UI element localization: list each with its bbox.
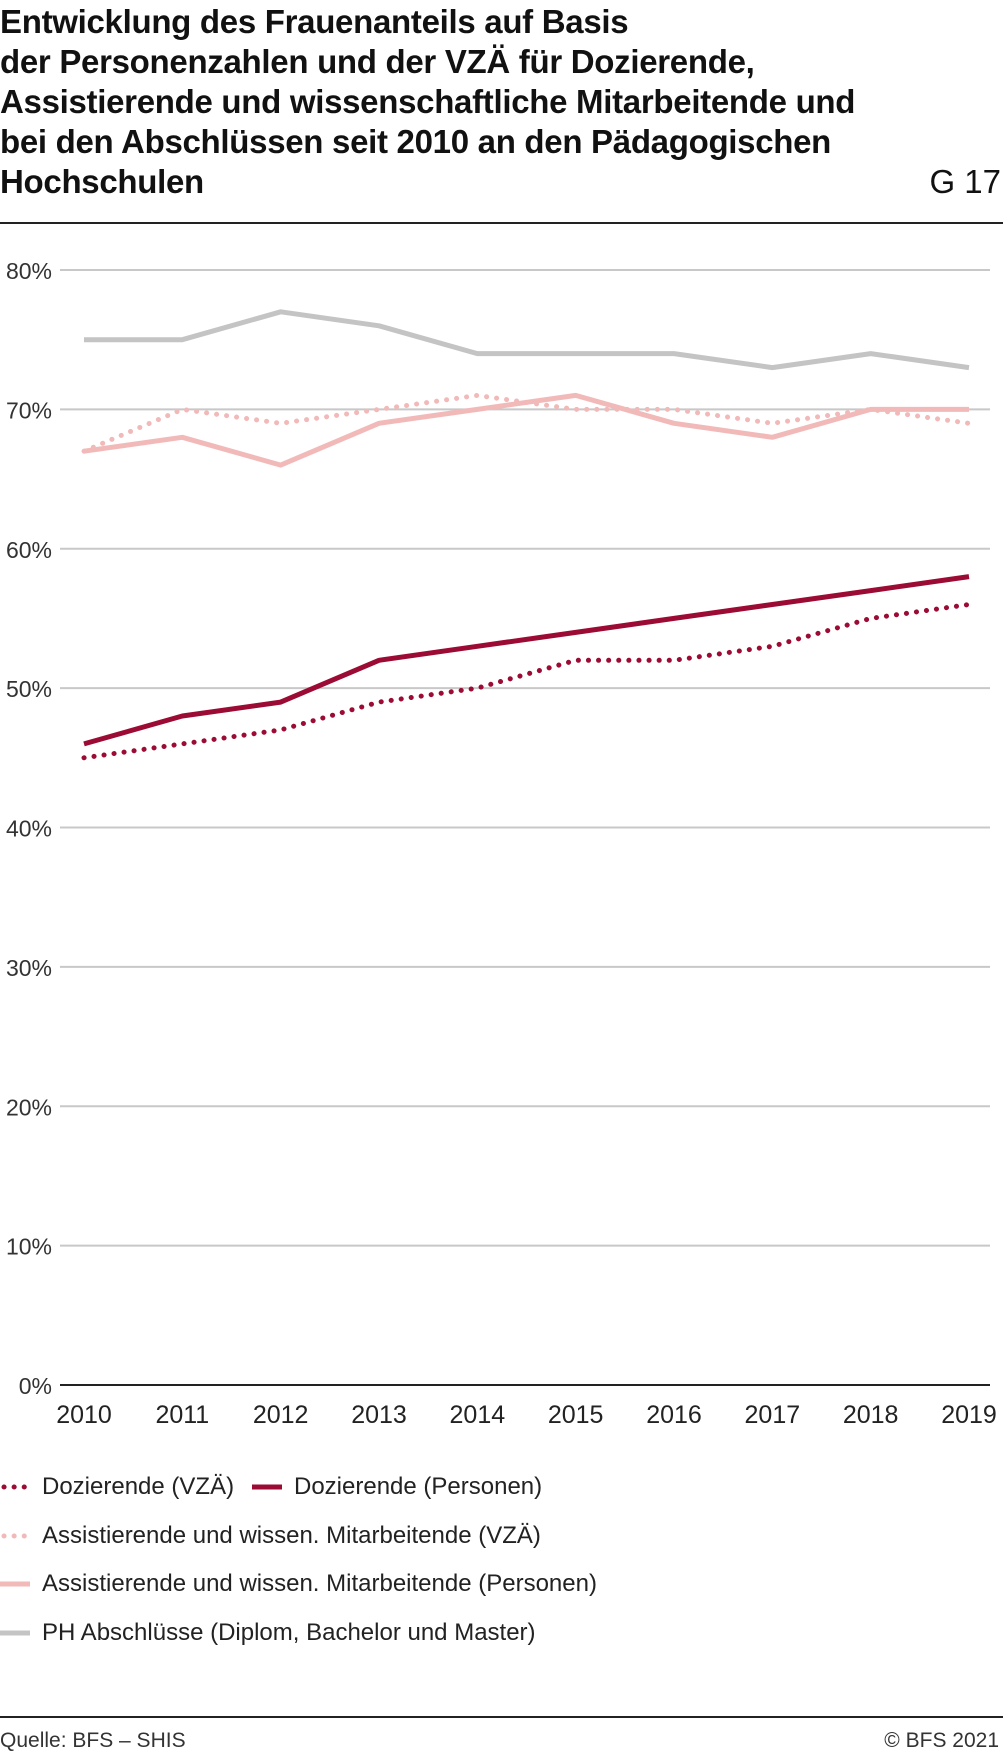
legend-swatch [252,1484,282,1490]
y-tick-label: 10% [6,1234,52,1260]
x-tick-label: 2011 [155,1401,209,1429]
x-tick-label: 2010 [56,1401,112,1429]
x-tick-label: 2017 [745,1401,801,1429]
bottom-rule [0,1716,1003,1718]
legend-swatch [0,1630,30,1636]
legend-label: Assistierende und wissen. Mitarbeitende … [42,1570,597,1597]
y-tick-label: 60% [6,537,52,563]
y-axis-ticks: 0% 10% 20% 30% 40% 50% 60% 70% 80% [6,258,52,1399]
series-line [83,392,969,468]
y-tick-label: 40% [6,816,52,842]
series-line [84,309,970,371]
x-tick-label: 2012 [253,1401,309,1429]
y-tick-label: 50% [6,676,52,702]
legend-swatch [1,1533,29,1539]
legend-label: Assistierende und wissen. Mitarbeitende … [42,1522,541,1549]
line-chart: 0%10%20%30%40%50%60%70%80% 2010 2011 2012 2… [6,258,997,1429]
top-rule [0,222,1003,224]
y-tick-label: 20% [6,1094,52,1120]
y-tick-label: 30% [6,955,52,981]
x-axis-ticks: 2010 2011 2012 2013 2014 2015 2016 2017 2018 2019 [56,1401,997,1429]
series-line [81,602,972,761]
x-tick-label: 2016 [646,1401,702,1429]
x-tick-label: 2014 [450,1401,506,1429]
legend-swatch [1,1484,29,1490]
legend-label: Dozierende (VZÄ) [42,1473,235,1500]
y-tick-label: 0% [19,1373,52,1399]
series-lines [81,309,972,761]
legend-swatch [0,1581,30,1587]
gridlines [60,269,990,1386]
x-tick-label: 2013 [351,1401,407,1429]
legend-label: Dozierende (Personen) [294,1473,543,1500]
y-tick-label: 80% [6,258,52,284]
x-tick-label: 2015 [548,1401,604,1429]
graphic-number: G 17 [929,163,1001,200]
x-tick-label: 2018 [843,1401,899,1429]
series-line [83,574,970,747]
copyright-note: © BFS 2021 [884,1729,999,1752]
x-tick-label: 2019 [941,1401,997,1429]
legend-label: PH Abschlüsse (Diplom, Bachelor und Mast… [42,1619,536,1646]
source-note: Quelle: BFS – SHIS [0,1729,186,1752]
chart-title: Entwicklung des Frauenanteils auf Basis … [0,3,856,200]
y-tick-label: 70% [6,397,52,423]
